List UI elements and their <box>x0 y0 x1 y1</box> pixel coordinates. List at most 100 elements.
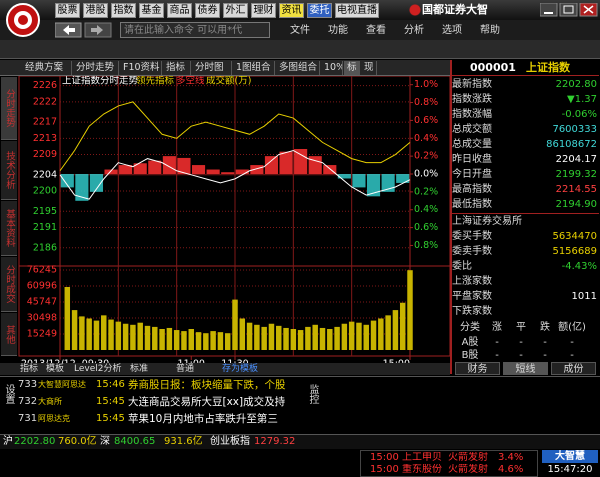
news-side[interactable]: 设置 <box>3 384 14 404</box>
long-short-bar <box>381 174 395 192</box>
volume-bar <box>188 329 194 350</box>
menu-item[interactable]: 选项 <box>442 25 462 36</box>
tab[interactable]: 多图组合 <box>276 61 320 75</box>
breadth-header: 额(亿) <box>558 322 586 333</box>
y-tick-label: 2200 <box>33 186 57 197</box>
news-title[interactable]: 券商股日报：板块缩量下跌，个股 <box>128 379 286 391</box>
quote-label: 指数涨跌 <box>452 94 492 105</box>
y2-tick-label: 0.2% <box>414 186 438 197</box>
exchange-title: 上海证券交易所 <box>452 213 599 228</box>
bottom-tab[interactable]: 标准 <box>130 364 149 374</box>
y-tick-label: 2226 <box>33 80 57 91</box>
tab[interactable]: 标 <box>344 61 360 75</box>
quote-label: 上涨家数 <box>452 276 492 287</box>
news-side[interactable]: 监控 <box>307 384 318 404</box>
side-tab[interactable]: 分时成交 <box>1 257 17 312</box>
tab[interactable]: F10资料 <box>120 61 162 75</box>
volume-bar <box>268 323 275 350</box>
status-item: 760.0亿 <box>58 436 97 447</box>
news-title[interactable]: 苹果10月内地市占率跌升至第三 <box>128 413 278 425</box>
toolbar-button[interactable]: 债券 <box>195 3 220 18</box>
toolbar-button[interactable]: 指数 <box>111 3 136 18</box>
long-short-bar <box>366 174 381 197</box>
nav-buttons[interactable] <box>55 22 115 38</box>
volume-bar <box>261 326 267 350</box>
command-input[interactable]: 请在此输入命令 可以用*代 <box>120 22 270 38</box>
tab[interactable]: 分时走势 <box>73 61 119 75</box>
volume-bar <box>363 324 369 350</box>
bottom-tab[interactable]: 存为模板 <box>222 364 259 374</box>
breadth-header: 涨 <box>492 322 502 333</box>
toolbar-button[interactable]: 理财 <box>251 3 276 18</box>
panel-tab[interactable]: 成份 <box>551 362 596 375</box>
toolbar-button[interactable]: 商品 <box>167 3 192 18</box>
menu-item[interactable]: 文件 <box>290 25 310 36</box>
volume-bar <box>232 299 238 350</box>
volume-bar <box>305 326 311 350</box>
side-tab[interactable]: 分时走势 <box>1 77 17 140</box>
quote-value: ▼1.37 <box>567 94 597 105</box>
news-title[interactable]: 大连商品交易所大豆[xx]成交及持 <box>128 396 286 408</box>
volume-bar <box>254 324 260 350</box>
breadth-cell: - <box>543 337 547 348</box>
chart-legend: 成交额(万) <box>206 76 251 87</box>
y-tick-label: 2222 <box>33 96 57 107</box>
toolbar-button[interactable]: 电视直播 <box>335 3 379 18</box>
bottom-tab[interactable]: 普通 <box>176 364 195 374</box>
quote-value: 2214.55 <box>555 184 597 195</box>
toolbar-button[interactable]: 港股 <box>83 3 108 18</box>
volume-bar <box>210 331 216 350</box>
status-item: 1279.32 <box>254 436 296 447</box>
alert-signal: 火箭发射 <box>448 464 488 475</box>
quote-label: 委卖手数 <box>452 246 492 257</box>
toolbar-button[interactable]: 资讯 <box>279 3 304 18</box>
tab[interactable]: 10% <box>321 61 343 75</box>
y2-tick-label: 0.6% <box>414 115 438 126</box>
window-controls[interactable] <box>540 3 598 17</box>
side-tab[interactable]: 其他 <box>1 313 17 356</box>
side-tab[interactable]: 基本资料 <box>1 201 17 256</box>
tab[interactable]: 1图组合 <box>233 61 275 75</box>
bottom-tab[interactable]: Level2分析 <box>74 364 122 374</box>
bottom-tab[interactable]: 模板 <box>46 364 65 374</box>
tab[interactable]: 指标 <box>163 61 191 75</box>
status-item: 创业板指 <box>210 436 250 447</box>
long-short-bar <box>206 169 220 174</box>
menu-item[interactable]: 分析 <box>404 25 424 36</box>
y2-tick-label: 0.4% <box>414 204 438 215</box>
tab[interactable]: 分时图 <box>192 61 232 75</box>
menu-item[interactable]: 功能 <box>328 25 348 36</box>
volume-tick-label: 45747 <box>27 296 57 307</box>
tab[interactable]: 现 <box>361 61 377 75</box>
panel-tab[interactable]: 短线 <box>503 362 548 375</box>
chart-legend: 多空线 <box>176 76 205 87</box>
side-tab[interactable]: 技术分析 <box>1 141 17 200</box>
volume-bar <box>297 330 304 350</box>
y2-tick-label: 0.8% <box>414 97 438 108</box>
toolbar-button[interactable]: 基金 <box>139 3 164 18</box>
menu-item[interactable]: 帮助 <box>480 25 500 36</box>
breadth-cell: - <box>570 337 574 348</box>
status-bar <box>0 434 600 449</box>
tab[interactable]: 经典方案 <box>22 61 72 75</box>
toolbar-button[interactable]: 外汇 <box>223 3 248 18</box>
volume-bar <box>108 319 114 350</box>
y2-tick-label: 0.6% <box>414 222 438 233</box>
volume-bar <box>407 270 413 350</box>
volume-bar <box>370 320 377 350</box>
bottom-tab[interactable]: 指标 <box>20 364 39 374</box>
quote-value: -4.43% <box>561 261 597 272</box>
panel-tab[interactable]: 财务 <box>455 362 500 375</box>
toolbar-button[interactable]: 股票 <box>55 3 80 18</box>
menu-item[interactable]: 查看 <box>366 25 386 36</box>
volume-bar <box>348 321 355 350</box>
breadth-cell: - <box>519 350 523 361</box>
long-short-bar <box>148 160 162 174</box>
volume-bar <box>181 331 187 350</box>
toolbar-button[interactable]: 委托 <box>307 3 332 18</box>
news-time: 15:45 <box>96 413 125 424</box>
news-time: 15:46 <box>96 379 125 390</box>
y2-tick-label: 0.2% <box>414 151 438 162</box>
news-id: 732 <box>18 396 38 407</box>
alert-time: 15:00 <box>370 452 399 463</box>
